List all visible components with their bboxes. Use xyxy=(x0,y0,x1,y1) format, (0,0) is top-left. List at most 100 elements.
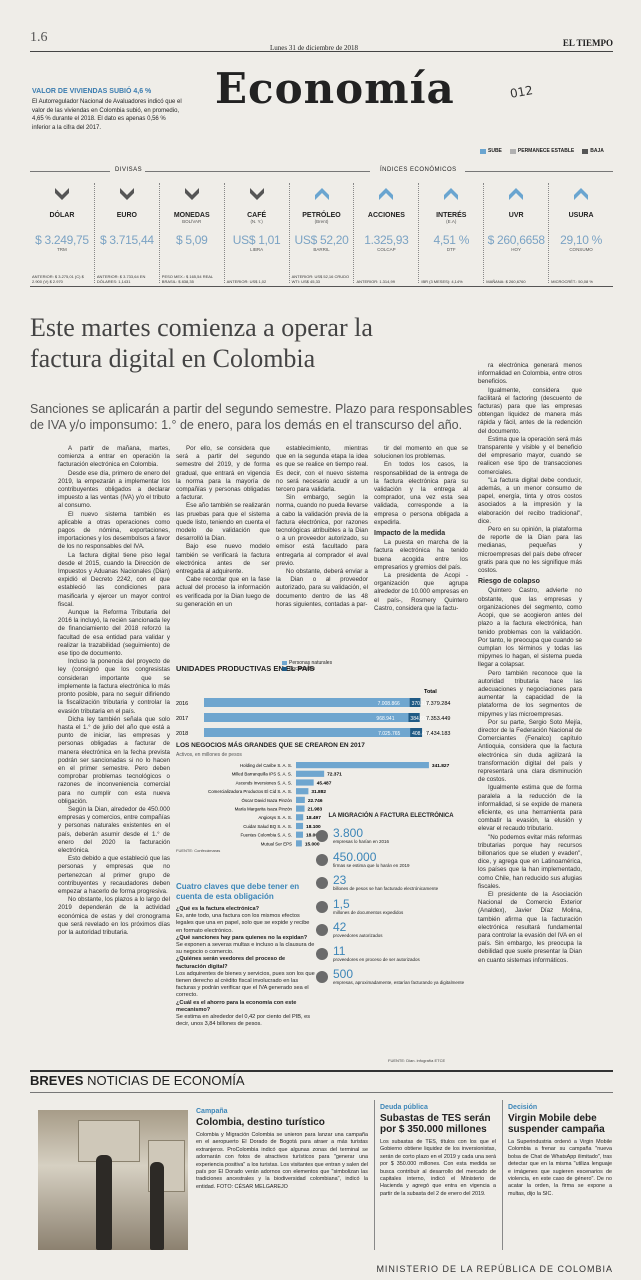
year-label: 2016 xyxy=(176,701,188,707)
migration-value: 1,5 xyxy=(333,896,350,911)
brief-campana: Campaña Colombia, destino turístico Colo… xyxy=(196,1108,368,1191)
migration-desc: billones de pesos se han facturado elect… xyxy=(333,886,439,891)
legend-personas: Personas naturales xyxy=(282,660,332,666)
value-label: 7.025.765 xyxy=(378,731,400,737)
brief-category: Deuda pública xyxy=(380,1104,428,1111)
claves-box: Cuatro claves que debe tener en cuenta d… xyxy=(176,882,316,1028)
brief-title: Virgin Mobile debe suspender campaña xyxy=(508,1113,605,1135)
brief-title: Subastas de TES serán por $ 350.000 mill… xyxy=(380,1113,491,1135)
indicator-dólar: DÓLAR $ 3.249,75 TRM ANTERIOR: $ 3.275,01 (… xyxy=(30,183,95,284)
indicator-sub: (E.A) xyxy=(446,219,457,224)
paragraph: La factura digital tiene piso legal desd… xyxy=(58,551,170,608)
indicator-unit: CONSUMO xyxy=(569,247,593,252)
indicator-sub xyxy=(95,219,159,225)
issue-date: Lunes 31 de diciembre de 2018 xyxy=(270,44,359,52)
paragraph: Esto debido a que estableció que las per… xyxy=(58,855,170,895)
indicator-acciones: ACCIONES 1.325,93 COLCAP ANTERIOR: 1.314,99 xyxy=(354,183,420,284)
paragraph: tir del momento en que se solucionen los… xyxy=(374,445,468,461)
bar-sociedades xyxy=(408,713,420,722)
migration-item: 450.000 firmas se estima que lo harán en … xyxy=(316,851,466,869)
indicator-unit: COLCAP xyxy=(377,247,396,252)
divider xyxy=(465,171,613,172)
paragraph: Estima que la operación será más transpa… xyxy=(478,435,582,476)
down-arrow-icon xyxy=(582,148,589,154)
migration-value: 450.000 xyxy=(333,849,377,864)
company-label: Mutual Ser EPS xyxy=(261,841,292,846)
company-label: María Margarita Isaza Pinzón xyxy=(235,807,293,812)
paragraph: Igualmente estima que de forma paralela … xyxy=(478,784,582,833)
article-deck: Sanciones se aplicarán a partir del segu… xyxy=(30,402,473,432)
migration-value: 42 xyxy=(333,920,347,934)
subhead-riesgo: Riesgo de colapso xyxy=(478,578,540,586)
paragraph: Ese año también se realizarán las prueba… xyxy=(176,502,270,543)
indicator-value: 4,51 % xyxy=(433,233,470,247)
migration-value: 11 xyxy=(333,943,346,958)
footer-text: MINISTERIO DE LA REPÚBLICA DE COLOMBIA xyxy=(376,1264,613,1274)
up-arrow-icon xyxy=(574,188,589,200)
asset-value: 31.882 xyxy=(311,789,326,795)
asset-bar xyxy=(296,788,309,795)
paragraph: Igualmente, considera que facilitará el … xyxy=(478,386,582,435)
article-column-2: Por ello, se considera que será a partir… xyxy=(176,445,270,609)
migration-icon xyxy=(316,947,328,960)
company-label: Óscar David Isaza Pinzón xyxy=(241,798,292,803)
down-arrow-icon xyxy=(249,188,264,200)
claves-question: ¿Cuál es el ahorro para la economía con … xyxy=(176,999,297,1013)
company-label: Milled Barranquilla IPS S. A. S. xyxy=(232,772,292,777)
indicator-name: DÓLAR xyxy=(49,212,75,219)
indicator-note: ANTERIOR: US$ 52,16 CRUDO WTI: US$ 45,33 xyxy=(291,274,350,284)
company-label: Angiosys S. A. S. xyxy=(258,815,292,820)
value-label: 7.008.866 xyxy=(378,701,400,707)
up-arrow-icon xyxy=(379,188,394,200)
indicator-value: 1.325,93 xyxy=(364,233,409,247)
indicator-note: PESO MEX.: $ 165,54 REAL BRASIL: $ 838,3… xyxy=(161,274,213,284)
stable-icon xyxy=(509,148,516,154)
value-label: 384.608 xyxy=(410,716,428,722)
asset-value: 18.497 xyxy=(306,815,321,821)
down-arrow-icon xyxy=(119,188,134,200)
indicator-sub xyxy=(549,219,613,225)
paragraph: establecimiento, mientras que en la segu… xyxy=(276,445,368,494)
year-label: 2017 xyxy=(176,716,188,722)
divider xyxy=(145,171,370,172)
vivienda-body: El Autorregulador Nacional de Avaluadore… xyxy=(32,99,182,131)
indicator-note: MICROCRÉT.: 50,08 % xyxy=(551,279,593,284)
bar-personas xyxy=(204,713,409,722)
indicator-euro: EURO $ 3.715,44 ANTERIOR: $ 3.733,64 EN DÓ… xyxy=(95,183,160,284)
brief-photo xyxy=(38,1110,188,1250)
migration-icon xyxy=(316,900,328,913)
down-arrow-icon xyxy=(54,188,69,200)
indicator-value: $ 5,09 xyxy=(175,233,208,247)
migration-panel: LA MIGRACIÓN A FACTURA ELECTRÓNICA 3.800… xyxy=(316,813,466,992)
section-title: Economía xyxy=(215,64,455,113)
bar-personas xyxy=(204,698,410,707)
paragraph: Incluso la ponencia del proyecto de ley … xyxy=(58,658,170,715)
biz-chart: Holding del Caribe S. A. S. 341.827 Milled… xyxy=(208,762,450,847)
indicator-uvr: UVR $ 260,6658 HOY MAÑANA: $ 260,6760 xyxy=(484,183,550,284)
paragraph: "No podemos evitar más reformas tributar… xyxy=(478,833,582,890)
indicator-sub xyxy=(354,219,418,225)
indicator-note: ANTERIOR: US$ 1,02 xyxy=(226,279,267,284)
brief-decision: Decisión Virgin Mobile debe suspender ca… xyxy=(508,1104,612,1198)
claves-question: ¿Quiénes serán veedores del proceso de f… xyxy=(176,956,286,970)
claves-answer: Es, ante todo, una factura con los mismo… xyxy=(176,913,310,934)
divisas-label: DIVISAS xyxy=(115,167,143,173)
indicator-value: 29,10 % xyxy=(560,233,603,247)
page-header: 1.6 Lunes 31 de diciembre de 2018 EL TIE… xyxy=(0,30,641,52)
migration-item: 23 billones de pesos se han facturado ele… xyxy=(316,874,466,892)
migration-desc: empresas lo harían en 2016 xyxy=(333,839,390,844)
migration-item: 3.800 empresas lo harían en 2016 xyxy=(316,827,466,845)
paragraph: El presidente de la Asociación Nacional … xyxy=(478,891,582,964)
indicator-unit: TRM xyxy=(57,247,67,252)
indicator-note: ANTERIOR: 1.314,99 xyxy=(356,279,395,284)
migration-source: FUENTE: Dian. infografía ETCE xyxy=(388,1058,446,1063)
asset-value: 22.746 xyxy=(308,798,323,804)
article-column-1: A partir de mañana, martes, comienza a e… xyxy=(58,445,170,937)
indicator-value: $ 260,6658 xyxy=(487,233,545,247)
units-title: UNIDADES PRODUCTIVAS EN EL PAÍS xyxy=(176,664,315,673)
migration-desc: proveedores en proceso de ser autorizado… xyxy=(333,956,420,962)
claves-answer: Se exponen a severas multas e incluso a … xyxy=(176,942,315,956)
paragraph: Bajo ese nuevo modelo también se verific… xyxy=(176,543,270,576)
value-label: 370.318 xyxy=(412,701,430,707)
